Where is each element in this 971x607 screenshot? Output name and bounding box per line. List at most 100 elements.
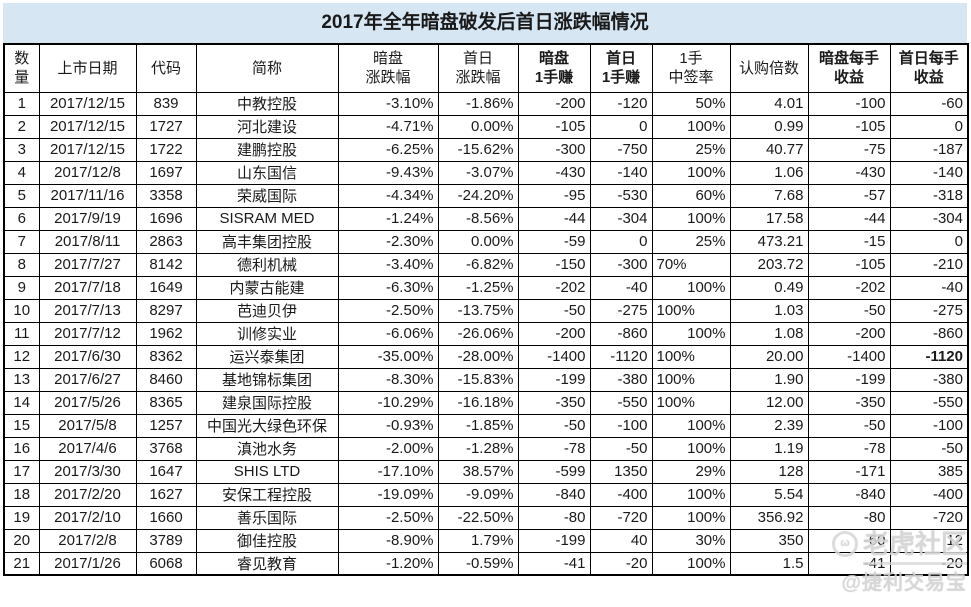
table-row: 21 2017/1/26 6068 睿见教育 -1.20% -0.59% -41 -20 100… [3,551,969,576]
cell-name: 山东国信 [195,160,339,185]
cell-code: 1647 [135,459,197,484]
table-row: 7 2017/8/11 2863 高丰集团控股 -2.30% 0.00% -59 0 25% 47… [3,229,969,254]
cell-dark_per: -100 [807,91,891,116]
cell-no: 2 [3,114,40,139]
table-row: 4 2017/12/8 1697 山东国信 -9.43% -3.07% -430 -140 10… [3,160,969,185]
cell-code: 3789 [135,528,197,553]
cell-day1_lot: -120 [589,91,653,116]
cell-dark_lot: -350 [517,390,591,415]
cell-day1_lot: 40 [589,528,653,553]
cell-date: 2017/1/26 [38,551,137,576]
cell-date: 2017/7/27 [38,252,137,277]
cell-sub_mult: 356.92 [729,505,809,530]
cell-day1_lot: -304 [589,206,653,231]
cell-day1_per: -50 [889,436,969,461]
cell-sub_mult: 350 [729,528,809,553]
cell-dark_chg: -1.24% [337,206,439,231]
cell-code: 839 [135,91,197,116]
table-body: 1 2017/12/15 839 中教控股 -3.10% -1.86% -200 -120 50… [3,91,969,576]
cell-name: 善乐国际 [195,505,339,530]
cell-day1_per: 385 [889,459,969,484]
cell-day1_chg: -8.56% [437,206,519,231]
cell-code: 1649 [135,275,197,300]
cell-sub_mult: 20.00 [729,344,809,369]
cell-day1_per: -380 [889,367,969,392]
cell-code: 1660 [135,505,197,530]
table-row: 11 2017/7/12 1962 训修实业 -6.06% -26.06% -200 -860… [3,321,969,346]
cell-dark_lot: -78 [517,436,591,461]
cell-name: 高丰集团控股 [195,229,339,254]
cell-win_rate: 100% [651,321,731,346]
cell-dark_chg: -9.43% [337,160,439,185]
cell-name: 芭迪贝伊 [195,298,339,323]
cell-name: SHIS LTD [195,459,339,484]
cell-dark_per: -105 [807,252,891,277]
cell-day1_chg: -1.85% [437,413,519,438]
cell-dark_lot: -80 [517,505,591,530]
cell-sub_mult: 1.08 [729,321,809,346]
cell-day1_lot: -860 [589,321,653,346]
cell-day1_per: -400 [889,482,969,507]
cell-no: 10 [3,298,40,323]
cell-date: 2017/6/27 [38,367,137,392]
cell-win_rate: 29% [651,459,731,484]
cell-no: 7 [3,229,40,254]
cell-sub_mult: 0.99 [729,114,809,139]
cell-sub_mult: 7.68 [729,183,809,208]
ipo-dark-pool-table: 数量 上市日期 代码 简称 暗盘 涨跌幅 首日 涨跌幅 暗盘 1手赚 首日 1手赚 1手 中签率… [3,43,969,576]
cell-no: 13 [3,367,40,392]
cell-dark_chg: -1.20% [337,551,439,576]
cell-dark_chg: -2.50% [337,505,439,530]
cell-dark_lot: -50 [517,298,591,323]
table-row: 18 2017/2/20 1627 安保工程控股 -19.09% -9.09% -840 -4… [3,482,969,507]
cell-day1_per: -20 [889,551,969,576]
cell-dark_chg: -19.09% [337,482,439,507]
cell-dark_chg: -3.40% [337,252,439,277]
cell-name: 建泉国际控股 [195,390,339,415]
cell-dark_per: -75 [807,137,891,162]
cell-no: 17 [3,459,40,484]
cell-code: 1962 [135,321,197,346]
cell-date: 2017/2/10 [38,505,137,530]
cell-dark_chg: -6.06% [337,321,439,346]
cell-dark_lot: -105 [517,114,591,139]
cell-win_rate: 100% [651,482,731,507]
cell-win_rate: 60% [651,183,731,208]
cell-day1_per: 12 [889,528,969,553]
cell-dark_lot: -44 [517,206,591,231]
cell-day1_lot: -750 [589,137,653,162]
table-row: 14 2017/5/26 8365 建泉国际控股 -10.29% -16.18% -350-… [3,390,969,415]
cell-date: 2017/12/8 [38,160,137,185]
cell-day1_lot: -550 [589,390,653,415]
cell-dark_chg: -4.71% [337,114,439,139]
table-row: 16 2017/4/6 3768 滇池水务 -2.00% -1.28% -78 -50 100%… [3,436,969,461]
cell-code: 8460 [135,367,197,392]
cell-dark_per: -80 [807,505,891,530]
cell-dark_per: -171 [807,459,891,484]
cell-date: 2017/7/18 [38,275,137,300]
cell-day1_lot: -20 [589,551,653,576]
cell-dark_lot: -840 [517,482,591,507]
cell-no: 11 [3,321,40,346]
cell-name: 睿见教育 [195,551,339,576]
header-row: 数量 上市日期 代码 简称 暗盘 涨跌幅 首日 涨跌幅 暗盘 1手赚 首日 1手赚 1手 中签率… [3,43,969,93]
cell-no: 4 [3,160,40,185]
cell-day1_per: -720 [889,505,969,530]
table-row: 1 2017/12/15 839 中教控股 -3.10% -1.86% -200 -120 50… [3,91,969,116]
cell-no: 21 [3,551,40,576]
cell-day1_per: -550 [889,390,969,415]
table-row: 5 2017/11/16 3358 荣威国际 -4.34% -24.20% -95 -530 6… [3,183,969,208]
cell-day1_lot: -530 [589,183,653,208]
cell-win_rate: 70% [651,252,731,277]
cell-date: 2017/11/16 [38,183,137,208]
header-dark_chg: 暗盘 涨跌幅 [337,43,439,93]
cell-day1_lot: -380 [589,367,653,392]
table-title: 2017年全年暗盘破发后首日涨跌幅情况 [3,3,967,43]
cell-win_rate: 25% [651,137,731,162]
cell-name: 河北建设 [195,114,339,139]
cell-date: 2017/5/26 [38,390,137,415]
cell-code: 8365 [135,390,197,415]
cell-day1_per: -60 [889,91,969,116]
cell-day1_lot: -1120 [589,344,653,369]
cell-day1_chg: -1.86% [437,91,519,116]
